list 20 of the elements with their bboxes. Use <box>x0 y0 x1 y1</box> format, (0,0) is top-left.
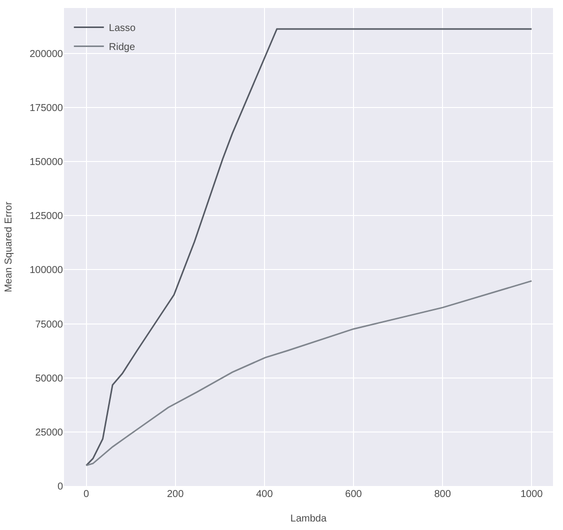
x-tick-label: 400 <box>256 489 274 500</box>
line-series <box>86 280 532 466</box>
y-tick-label: 100000 <box>30 265 64 276</box>
y-tick-label: 175000 <box>30 102 64 114</box>
y-tick-label: 75000 <box>35 319 64 330</box>
x-axis-title: Lambda <box>290 514 328 524</box>
x-tick-label: 800 <box>434 489 452 500</box>
y-tick-label: 200000 <box>30 48 64 60</box>
x-tick-label: 1000 <box>520 489 544 500</box>
y-tick-label: 50000 <box>35 373 64 384</box>
legend-label: Ridge <box>108 42 136 54</box>
y-tick-label: 0 <box>57 482 64 492</box>
x-tick-label: 200 <box>166 489 184 500</box>
x-tick-label: 600 <box>345 489 362 500</box>
y-tick-label: 25000 <box>35 427 64 438</box>
legend-label: Lasso <box>108 23 136 34</box>
y-tick-label: 150000 <box>30 157 64 168</box>
y-axis-title: Mean Squared Error <box>4 201 15 292</box>
y-tick-label: 125000 <box>30 211 64 222</box>
x-tick-label: 0 <box>83 489 90 500</box>
